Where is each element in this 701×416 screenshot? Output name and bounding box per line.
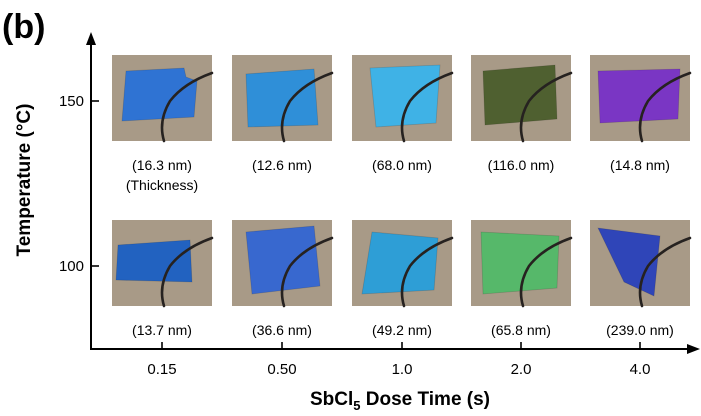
thickness-label: (13.7 nm): [132, 322, 192, 338]
x-tick-label: 1.0: [392, 361, 413, 378]
thickness-label: (116.0 nm): [488, 157, 555, 173]
x-ticks: 0.15 0.50 1.0 2.0 4.0: [147, 342, 650, 378]
sample-flake: [482, 64, 558, 126]
x-axis-title-rest: Dose Time (s): [360, 389, 490, 410]
sample-cell: (49.2 nm): [352, 220, 454, 338]
x-tick-label: 0.15: [147, 361, 176, 378]
axes: [86, 32, 700, 354]
x-axis-title-subscript: 5: [353, 398, 360, 413]
panel-label: (b): [2, 8, 45, 46]
sample-cell: (239.0 nm): [590, 220, 692, 338]
thickness-label: (36.6 nm): [252, 322, 312, 338]
thickness-note: (Thickness): [126, 177, 198, 193]
sample-cell: (36.6 nm): [232, 220, 334, 338]
x-tick-label: 2.0: [511, 361, 532, 378]
sample-grid: (16.3 nm) (Thickness) (12.6 nm) (68.0 nm) (1…: [112, 55, 692, 338]
sample-cell: (12.6 nm): [232, 55, 334, 173]
tweezer-icon: [519, 71, 573, 143]
thickness-label: (12.6 nm): [252, 157, 312, 173]
thickness-label: (14.8 nm): [610, 157, 670, 173]
sample-flake: [369, 64, 441, 128]
x-axis-title: SbCl5 Dose Time (s): [310, 389, 490, 413]
sample-cell: (16.3 nm) (Thickness): [112, 55, 214, 193]
sample-flake: [115, 239, 193, 283]
y-tick-label: 100: [59, 258, 84, 275]
thickness-label: (65.8 nm): [491, 322, 551, 338]
tweezer-icon: [638, 236, 692, 308]
x-axis-title-main: SbCl: [310, 389, 353, 410]
sample-cell: (68.0 nm): [352, 55, 454, 173]
tweezer-icon: [519, 236, 573, 308]
tweezer-icon: [400, 236, 454, 308]
tweezer-icon: [160, 71, 214, 143]
sample-flake: [597, 68, 681, 124]
tweezer-icon: [638, 71, 692, 143]
thickness-label: (68.0 nm): [372, 157, 432, 173]
thickness-label: (49.2 nm): [372, 322, 432, 338]
x-tick-label: 0.50: [267, 361, 296, 378]
sample-flake: [361, 231, 439, 295]
sample-cell: (13.7 nm): [112, 220, 214, 338]
tweezer-icon: [400, 71, 454, 143]
sample-flake: [245, 225, 321, 295]
y-ticks: 150 100: [59, 93, 99, 275]
tweezer-icon: [280, 71, 334, 143]
sample-flake: [121, 67, 198, 122]
y-axis-arrow-icon: [86, 32, 96, 45]
sample-flake: [597, 227, 661, 297]
sample-cell: (65.8 nm): [471, 220, 573, 338]
sample-flake: [480, 231, 560, 295]
x-axis-arrow-icon: [687, 344, 700, 354]
thickness-label: (16.3 nm): [132, 157, 192, 173]
tweezer-icon: [280, 236, 334, 308]
y-axis-title: Temperature (°C): [14, 104, 35, 257]
tweezer-icon: [160, 236, 214, 308]
sample-cell: (14.8 nm): [590, 55, 692, 173]
thickness-label: (239.0 nm): [606, 322, 674, 338]
sample-flake: [245, 68, 319, 128]
sample-cell: (116.0 nm): [471, 55, 573, 173]
x-tick-label: 4.0: [630, 361, 651, 378]
y-tick-label: 150: [59, 93, 84, 110]
